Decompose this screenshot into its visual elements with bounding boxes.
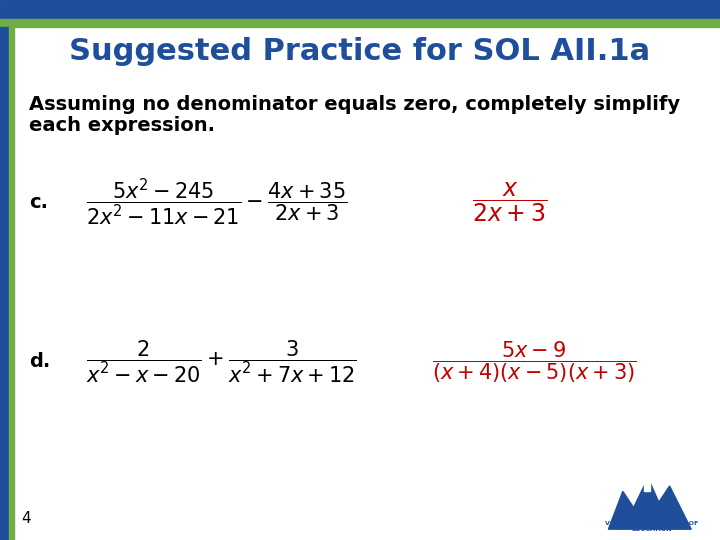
Polygon shape bbox=[608, 478, 691, 529]
Text: c.: c. bbox=[29, 193, 48, 212]
Bar bbox=[0, 27, 9, 540]
Text: each expression.: each expression. bbox=[29, 116, 215, 135]
Text: 4: 4 bbox=[22, 511, 31, 526]
Text: $\dfrac{x}{2x + 3}$: $\dfrac{x}{2x + 3}$ bbox=[472, 181, 546, 224]
Bar bbox=[0, 19, 720, 27]
Text: $\dfrac{2}{x^2 - x - 20} + \dfrac{3}{x^2 + 7x + 12}$: $\dfrac{2}{x^2 - x - 20} + \dfrac{3}{x^2… bbox=[86, 339, 357, 385]
Bar bbox=[0, 0, 720, 19]
Text: Suggested Practice for SOL AII.1a: Suggested Practice for SOL AII.1a bbox=[69, 37, 651, 66]
Text: d.: d. bbox=[29, 352, 50, 372]
Text: Assuming no denominator equals zero, completely simplify: Assuming no denominator equals zero, com… bbox=[29, 94, 680, 113]
Text: VIRGINIA DEPARTMENT OF
EDUCATION: VIRGINIA DEPARTMENT OF EDUCATION bbox=[605, 521, 698, 532]
Text: $\dfrac{5x^2 - 245}{2x^2 - 11x - 21} - \dfrac{4x + 35}{2x + 3}$: $\dfrac{5x^2 - 245}{2x^2 - 11x - 21} - \… bbox=[86, 177, 348, 228]
Bar bbox=[9, 27, 14, 540]
Text: $\dfrac{5x - 9}{(x+4)(x-5)(x+3)}$: $\dfrac{5x - 9}{(x+4)(x-5)(x+3)}$ bbox=[432, 339, 636, 384]
Bar bbox=[644, 462, 650, 491]
